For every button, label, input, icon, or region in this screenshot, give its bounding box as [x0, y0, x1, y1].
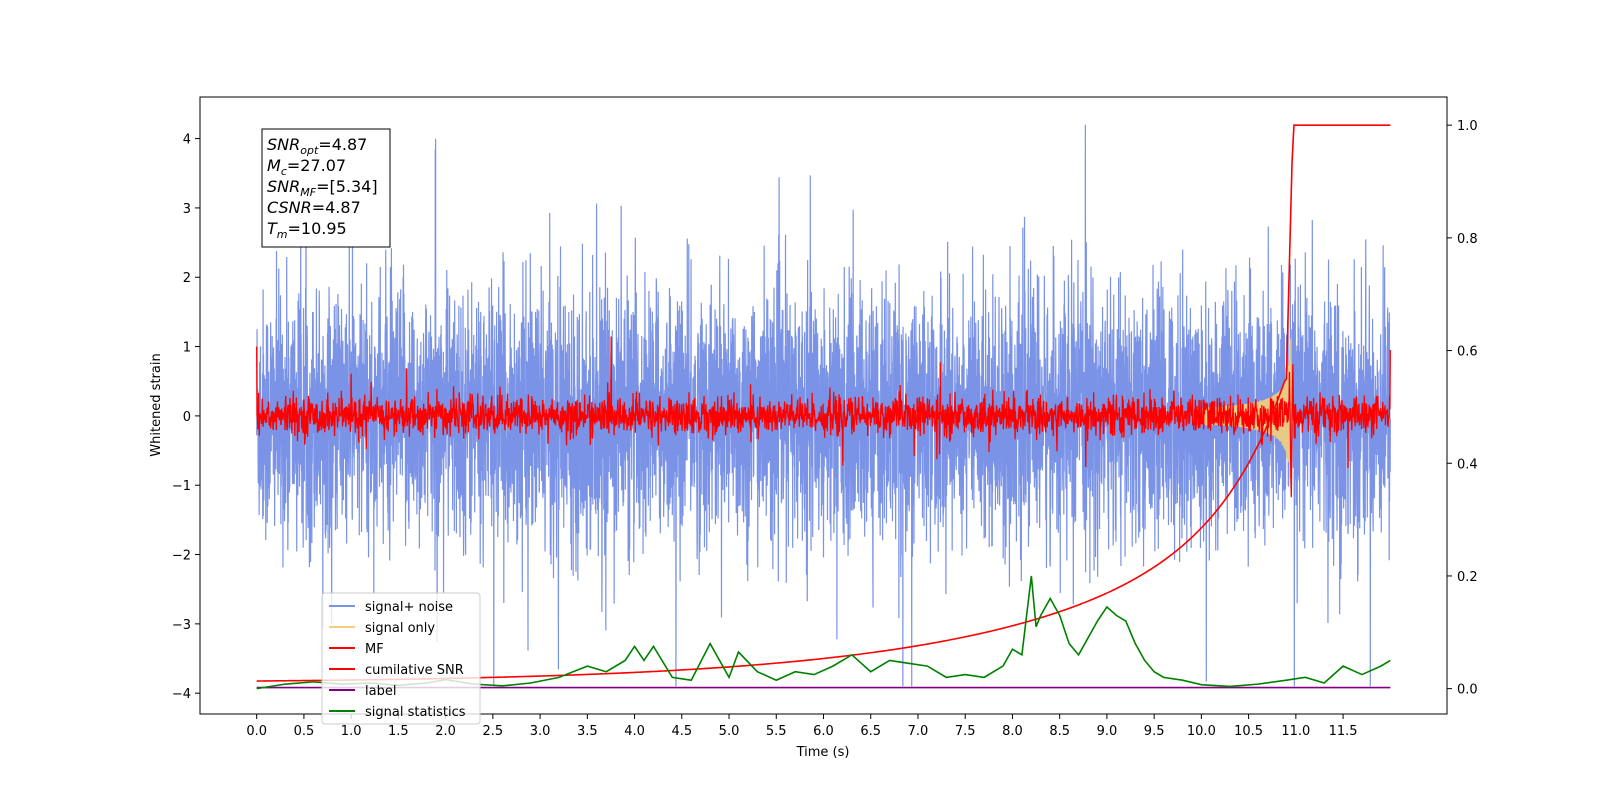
- legend-label: cumilative SNR: [365, 663, 464, 678]
- y2-tick-label: 0.0: [1457, 683, 1478, 698]
- legend-label: label: [365, 684, 396, 699]
- series-mf: [256, 336, 1391, 498]
- legend-frame: [321, 592, 481, 725]
- y-tick-label: 0: [183, 410, 191, 425]
- x-tick-label: 10.5: [1234, 724, 1263, 739]
- x-tick-label: 9.0: [1097, 724, 1118, 739]
- x-tick-label: 10.0: [1187, 724, 1216, 739]
- x-tick-label: 6.5: [860, 724, 881, 739]
- series-signal-statistics: [256, 575, 1391, 690]
- x-tick-label: 7.5: [955, 724, 976, 739]
- x-tick-label: 1.0: [341, 724, 362, 739]
- x-axis-label: Time (s): [796, 745, 850, 760]
- x-tick-label: 6.0: [813, 724, 834, 739]
- legend-label: signal statistics: [365, 705, 466, 720]
- y-tick-label: −4: [172, 687, 191, 702]
- x-tick-label: 3.5: [577, 724, 598, 739]
- y-tick-label: 2: [183, 271, 191, 286]
- x-tick-label: 2.0: [435, 724, 456, 739]
- x-tick-label: 11.5: [1329, 724, 1358, 739]
- x-tick-label: 5.5: [766, 724, 787, 739]
- x-tick-label: 8.5: [1049, 724, 1070, 739]
- legend-label: MF: [365, 642, 384, 657]
- y2-tick-label: 0.4: [1457, 457, 1478, 472]
- x-axis: 0.0 0.5 1.0 1.5 2.0 2.5 3.0 3.5 4.0 4.5 5.0 5.5 6.0 6…: [246, 714, 1358, 739]
- x-tick-label: 0.0: [246, 724, 267, 739]
- annotation-box: SNRopt=4.87Mc=27.07SNRMF=[5.34]CSNR=4.87…: [261, 128, 391, 248]
- x-tick-label: 4.0: [624, 724, 645, 739]
- y-axis-label: Whitened strain: [149, 353, 164, 456]
- x-tick-label: 4.5: [671, 724, 692, 739]
- y-tick-label: 1: [183, 341, 191, 356]
- legend-label: signal+ noise: [365, 600, 453, 615]
- x-tick-label: 2.5: [483, 724, 504, 739]
- annotation-line: SNRMF=[5.34]: [267, 177, 378, 199]
- annotation-line: SNRopt=4.87: [267, 135, 367, 157]
- x-tick-label: 0.5: [294, 724, 315, 739]
- y2-tick-label: 0.8: [1457, 232, 1478, 247]
- y2-tick-label: 1.0: [1457, 119, 1478, 134]
- x-tick-label: 8.0: [1002, 724, 1023, 739]
- y-axis-left: 4 3 2 1 0 −1 −2 −3 −4: [172, 133, 200, 702]
- y-axis-right: 1.0 0.8 0.6 0.4 0.2 0.0: [1447, 119, 1478, 698]
- annotation-line: Mc=27.07: [267, 156, 346, 178]
- y-tick-label: −2: [172, 549, 191, 564]
- x-tick-label: 7.0: [908, 724, 929, 739]
- legend: signal+ noise signal only MF cumilative SNR…: [321, 592, 481, 725]
- y-tick-label: 3: [183, 202, 191, 217]
- x-tick-label: 9.5: [1144, 724, 1165, 739]
- x-tick-label: 1.5: [388, 724, 409, 739]
- y2-tick-label: 0.2: [1457, 570, 1478, 585]
- annotation-line: CSNR=4.87: [267, 198, 361, 217]
- x-tick-label: 11.0: [1281, 724, 1310, 739]
- annotation-frame: [261, 128, 391, 248]
- y2-tick-label: 0.6: [1457, 345, 1478, 360]
- x-tick-label: 3.0: [530, 724, 551, 739]
- y-tick-label: −1: [172, 479, 191, 494]
- legend-label: signal only: [365, 621, 435, 636]
- x-tick-label: 5.0: [719, 724, 740, 739]
- annotation-line: Tm=10.95: [267, 219, 347, 241]
- y-tick-label: 4: [183, 133, 191, 148]
- y-tick-label: −3: [172, 618, 191, 633]
